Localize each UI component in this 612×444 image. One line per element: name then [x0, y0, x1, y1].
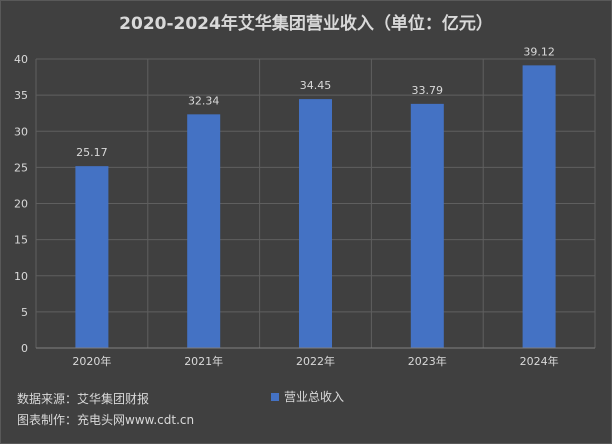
bar	[410, 103, 444, 348]
x-tick-label: 2020年	[72, 354, 111, 368]
y-tick-label: 15	[14, 234, 28, 247]
y-tick-label: 0	[21, 342, 28, 355]
data-source-note: 数据来源：艾华集团财报	[17, 392, 150, 406]
y-tick-label: 10	[14, 270, 28, 283]
y-tick-label: 30	[14, 125, 28, 138]
data-label: 39.12	[523, 45, 555, 58]
legend-label: 营业总收入	[284, 390, 345, 404]
x-tick-label: 2021年	[184, 354, 223, 368]
bar	[522, 65, 556, 348]
legend: 营业总收入	[271, 388, 344, 405]
x-tick-label: 2022年	[296, 354, 335, 368]
legend-swatch	[271, 392, 279, 401]
y-tick-label: 5	[21, 306, 28, 319]
data-label: 25.17	[76, 146, 108, 159]
chart-title: 2020-2024年艾华集团营业收入（单位：亿元）	[119, 14, 493, 34]
x-tick-label: 2023年	[408, 354, 447, 368]
y-tick-label: 25	[14, 161, 28, 174]
data-label: 34.45	[300, 79, 332, 92]
data-label: 33.79	[412, 84, 444, 97]
data-label: 32.34	[188, 94, 220, 107]
bar	[299, 99, 332, 348]
x-tick-label: 2024年	[520, 354, 559, 368]
y-tick-label: 40	[14, 53, 28, 66]
y-tick-label: 20	[14, 198, 28, 211]
bar	[75, 166, 109, 348]
chart-credit-note: 图表制作：充电头网www.cdt.cn	[17, 413, 195, 427]
y-tick-label: 35	[14, 89, 28, 102]
bar	[187, 114, 221, 348]
